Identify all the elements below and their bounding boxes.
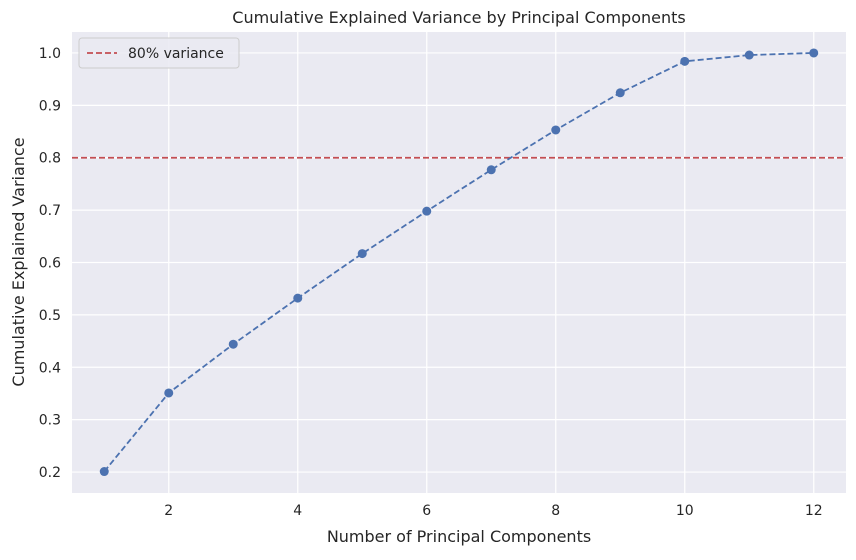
y-tick-label: 0.3 <box>39 413 61 429</box>
x-tick-label: 10 <box>676 503 694 519</box>
data-point <box>357 249 367 259</box>
x-tick-label: 4 <box>293 503 302 519</box>
data-point <box>809 48 819 58</box>
series-group <box>99 48 819 477</box>
y-tick-label: 1.0 <box>39 46 61 62</box>
x-tick-label: 2 <box>164 503 173 519</box>
y-tick-label: 0.4 <box>39 360 61 376</box>
x-axis-label: Number of Principal Components <box>327 527 591 546</box>
data-point <box>99 467 109 477</box>
grid-lines <box>72 32 846 493</box>
legend: 80% variance <box>78 37 240 69</box>
chart-title: Cumulative Explained Variance by Princip… <box>232 8 685 27</box>
legend-box <box>78 37 240 69</box>
data-point <box>228 339 238 349</box>
y-tick-label: 0.2 <box>39 465 61 481</box>
y-tick-label: 0.5 <box>39 308 61 324</box>
data-point <box>164 388 174 398</box>
y-axis-label: Cumulative Explained Variance <box>9 137 28 386</box>
series-line <box>103 52 814 473</box>
data-point <box>422 206 432 216</box>
x-tick-labels: 2 4 6 8 10 12 <box>164 503 822 519</box>
y-tick-label: 0.8 <box>39 151 61 167</box>
data-point <box>486 165 496 175</box>
data-point <box>615 88 625 98</box>
x-tick-label: 8 <box>551 503 560 519</box>
data-point <box>551 125 561 135</box>
x-tick-label: 6 <box>422 503 431 519</box>
legend-label: 80% variance <box>128 46 224 62</box>
y-tick-label: 0.6 <box>39 256 61 272</box>
y-tick-labels: 0.2 0.3 0.4 0.5 0.6 0.7 0.8 0.9 1.0 <box>39 46 61 481</box>
data-point <box>680 56 690 66</box>
data-point <box>293 293 303 303</box>
y-tick-label: 0.7 <box>39 203 61 219</box>
x-tick-label: 12 <box>805 503 823 519</box>
y-tick-label: 0.9 <box>39 98 61 114</box>
data-point <box>744 50 754 60</box>
